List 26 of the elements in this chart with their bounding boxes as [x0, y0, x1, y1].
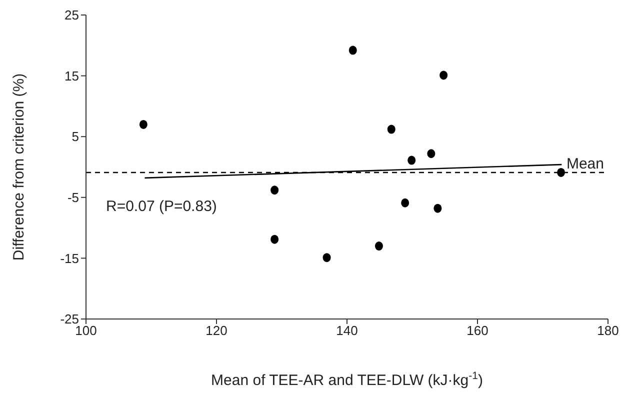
- y-tick-label: 5: [72, 129, 79, 144]
- x-tick-label: 180: [597, 323, 619, 338]
- ref-line-label: Mean: [566, 155, 604, 172]
- point: [401, 198, 410, 208]
- point: [434, 204, 442, 213]
- x-tick-label: 140: [336, 323, 358, 338]
- point: [427, 149, 436, 158]
- point: [440, 70, 448, 80]
- annotation: R=0.07 (P=0.83): [106, 198, 217, 215]
- point: [374, 242, 383, 251]
- point: [270, 186, 279, 195]
- x-tick-label: 160: [466, 323, 488, 338]
- point: [322, 253, 331, 262]
- point: [557, 168, 566, 177]
- y-axis-title: Difference from criterion (%): [10, 73, 28, 261]
- point: [408, 156, 416, 165]
- y-tick-label: -5: [67, 190, 79, 206]
- y-tick-label: 25: [64, 8, 79, 23]
- point: [139, 120, 148, 129]
- x-tick-label: 120: [206, 323, 228, 338]
- y-tick-label: 15: [64, 68, 79, 84]
- x-axis-title: Mean of TEE-AR and TEE-DLW (kJ·kg$^{-1}$): [211, 370, 483, 389]
- point: [387, 124, 396, 134]
- point: [270, 234, 279, 244]
- y-tick-label: -15: [60, 250, 79, 266]
- point: [348, 46, 357, 55]
